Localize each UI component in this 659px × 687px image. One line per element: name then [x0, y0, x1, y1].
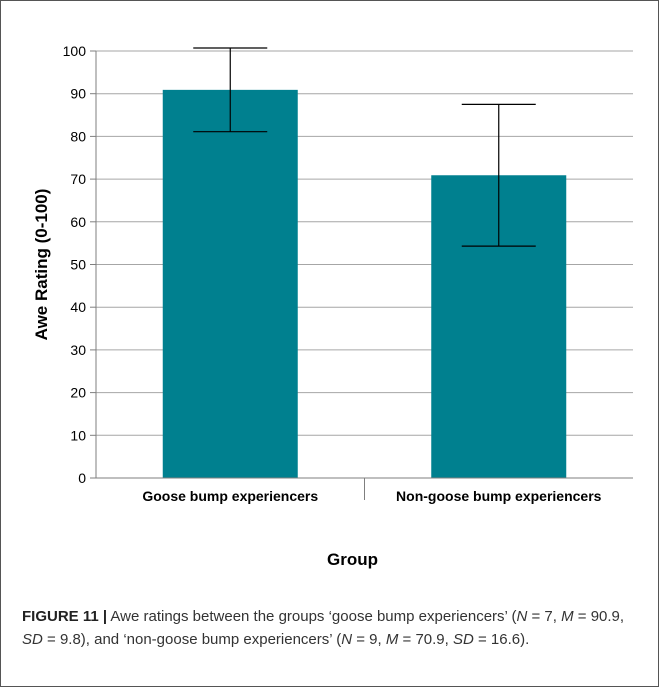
caption-text: Awe ratings between the groups ‘goose bu… [107, 608, 517, 625]
x-axis-title: Group [327, 550, 378, 569]
caption-sd-symbol: SD [452, 631, 474, 648]
caption-text: = 9, [352, 631, 386, 648]
caption-m-symbol: M [561, 608, 574, 625]
y-tick-label: 70 [70, 171, 86, 187]
caption-text: = 16.6). [473, 631, 530, 648]
bars [162, 89, 567, 479]
category-label: Non-goose bump experiencers [396, 488, 602, 504]
y-tick-label: 0 [78, 470, 86, 486]
y-tick-label: 60 [70, 214, 86, 230]
error-bars [193, 47, 536, 247]
y-tick-labels: 0 10 20 30 40 50 60 70 80 90 100 [63, 43, 87, 486]
bar-chart: 0 10 20 30 40 50 60 70 80 90 100 Goose bump experi… [32, 43, 633, 569]
caption-text: = 9.8), and ‘non-goose bump experiencers… [42, 631, 342, 648]
y-tick-label: 90 [70, 86, 86, 102]
caption-n-symbol: N [341, 631, 353, 648]
figure-caption: FIGURE 11 | Awe ratings between the grou… [22, 605, 637, 651]
y-tick-label: 30 [70, 342, 86, 358]
y-tick-label: 40 [70, 299, 86, 315]
y-tick-label: 50 [70, 257, 86, 273]
category-label: Goose bump experiencers [142, 488, 318, 504]
y-tick-label: 80 [70, 128, 86, 144]
y-tick-label: 100 [63, 43, 87, 59]
caption-text: = 70.9, [398, 631, 453, 648]
y-tick-label: 10 [70, 427, 86, 443]
category-labels: Goose bump experiencers Non-goose bump ex… [142, 488, 601, 504]
caption-text: = 90.9, [573, 608, 625, 625]
caption-text: = 7, [527, 608, 562, 625]
caption-m-symbol: M [385, 631, 399, 648]
caption-sd-symbol: SD [22, 631, 43, 648]
y-axis-title: Awe Rating (0-100) [32, 189, 51, 341]
caption-n-symbol: N [516, 608, 528, 625]
y-tick-label: 20 [70, 385, 86, 401]
bar [162, 89, 298, 479]
caption-label: FIGURE 11 | [22, 608, 108, 625]
